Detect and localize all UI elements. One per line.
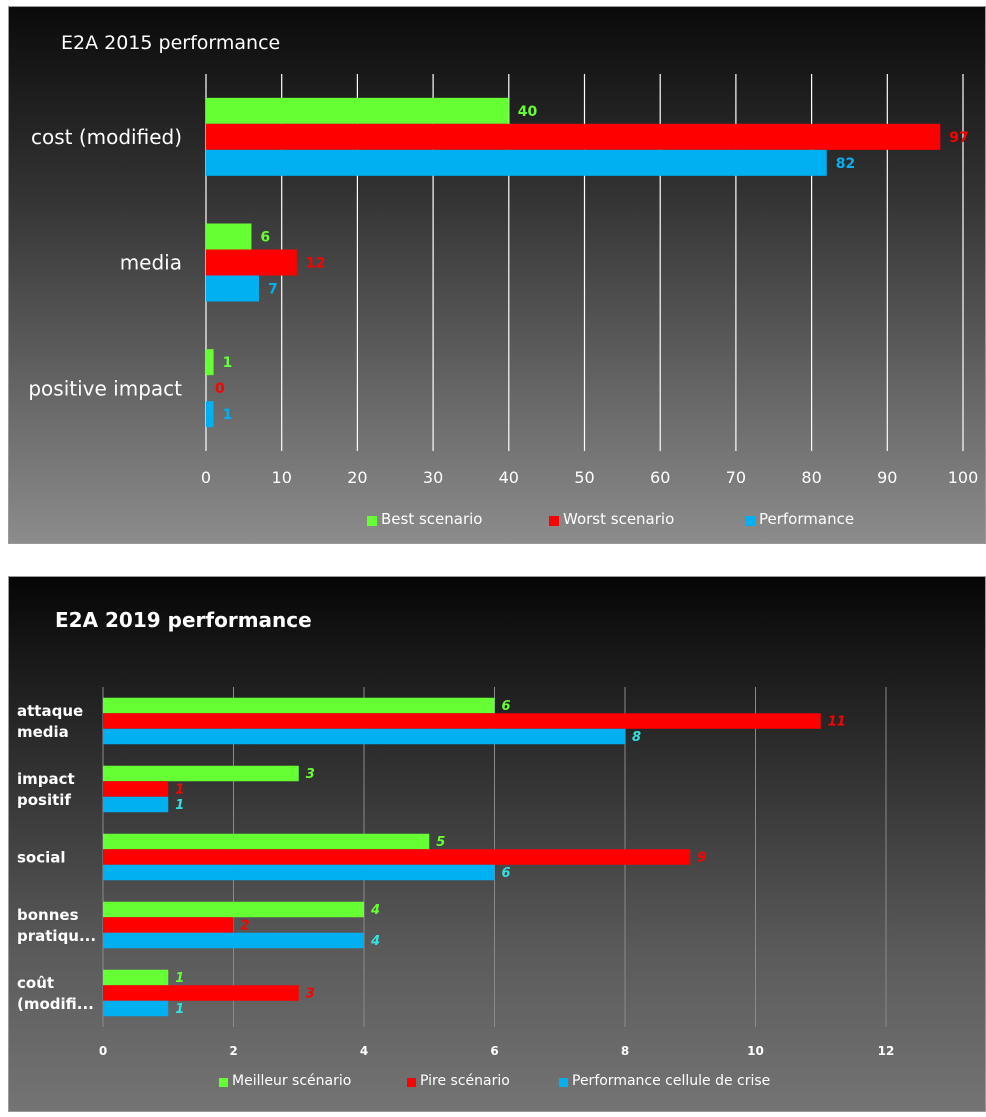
category-label: social xyxy=(17,848,66,866)
bar xyxy=(206,401,214,428)
data-label: 4 xyxy=(370,903,380,918)
category-label: pratiqu... xyxy=(17,927,96,945)
data-label: 2 xyxy=(241,919,250,934)
x-tick-label: 10 xyxy=(747,1044,764,1058)
data-label: 8 xyxy=(632,730,641,745)
bar xyxy=(103,728,625,745)
category-label: cost (modified) xyxy=(31,125,182,149)
data-label: 6 xyxy=(502,699,511,714)
data-label: 11 xyxy=(828,715,846,730)
x-tick-label: 0 xyxy=(201,468,211,487)
bar xyxy=(206,275,259,302)
data-label: 1 xyxy=(223,355,233,371)
category-label: media xyxy=(120,251,182,275)
data-label: 1 xyxy=(223,407,233,423)
category-label: positive impact xyxy=(28,376,182,400)
bar xyxy=(103,917,234,933)
bar xyxy=(103,969,169,986)
x-tick-label: 100 xyxy=(948,468,979,487)
data-label: 1 xyxy=(175,971,184,986)
legend-label: Meilleur scénario xyxy=(232,1073,351,1089)
bar xyxy=(103,781,169,797)
data-label: 6 xyxy=(260,230,270,246)
bar xyxy=(206,149,827,176)
legend-label: Performance xyxy=(759,510,854,528)
x-tick-label: 60 xyxy=(650,468,670,487)
x-tick-label: 80 xyxy=(801,468,821,487)
bar xyxy=(103,765,299,782)
data-label: 5 xyxy=(436,835,445,850)
bar xyxy=(103,796,169,813)
legend-swatch xyxy=(367,516,377,526)
bar xyxy=(206,349,214,376)
category-label: impact xyxy=(17,770,75,788)
chart-title: E2A 2015 performance xyxy=(61,32,280,54)
bar xyxy=(103,833,430,850)
category-label: (modifi... xyxy=(17,995,94,1013)
x-tick-label: 12 xyxy=(878,1044,895,1058)
x-tick-label: 8 xyxy=(621,1044,629,1058)
bar xyxy=(206,123,941,150)
bar xyxy=(103,864,495,881)
x-tick-label: 10 xyxy=(272,468,292,487)
data-label: 1 xyxy=(175,798,184,813)
category-label: coût xyxy=(17,974,54,992)
legend-swatch xyxy=(407,1078,416,1087)
bar xyxy=(103,901,364,918)
data-label: 6 xyxy=(502,866,511,881)
data-label: 12 xyxy=(306,256,325,272)
x-tick-label: 2 xyxy=(229,1044,237,1058)
chart-panel-2015: E2A 2015 performance 0 10 20 30 40 50 60 70 80 90 1… xyxy=(8,6,986,544)
data-label: 97 xyxy=(949,130,968,146)
bar xyxy=(103,697,495,714)
legend-label: Worst scenario xyxy=(563,510,674,528)
data-label: 1 xyxy=(175,1002,184,1017)
data-label: 4 xyxy=(370,934,380,949)
legend-swatch xyxy=(559,1078,568,1087)
x-tick-label: 20 xyxy=(347,468,367,487)
x-tick-label: 40 xyxy=(499,468,519,487)
bar xyxy=(103,849,691,865)
bar xyxy=(103,985,299,1001)
x-tick-label: 90 xyxy=(877,468,897,487)
category-label: attaque xyxy=(17,702,83,720)
data-label: 3 xyxy=(306,987,315,1002)
bar xyxy=(103,932,364,949)
legend-swatch xyxy=(549,516,559,526)
data-label: 82 xyxy=(836,156,855,172)
legend-label: Pire scénario xyxy=(420,1073,510,1089)
chart-title: E2A 2019 performance xyxy=(55,608,312,632)
data-label: 3 xyxy=(306,767,315,782)
bar xyxy=(206,249,297,276)
x-tick-label: 4 xyxy=(360,1044,368,1058)
data-label: 1 xyxy=(175,783,184,798)
x-tick-label: 30 xyxy=(423,468,443,487)
data-label: 9 xyxy=(697,851,706,866)
bar xyxy=(206,223,252,250)
data-label: 40 xyxy=(518,104,538,120)
data-label: 7 xyxy=(268,282,278,298)
bar xyxy=(206,97,509,124)
legend-label: Best scenario xyxy=(381,510,482,528)
bar xyxy=(103,713,821,729)
category-label: positif xyxy=(17,791,71,809)
legend-swatch xyxy=(219,1078,228,1087)
category-label: bonnes xyxy=(17,906,79,924)
legend-swatch xyxy=(745,516,755,526)
data-label: 0 xyxy=(215,381,225,397)
legend-label: Performance cellule de crise xyxy=(572,1073,770,1089)
bar xyxy=(103,1000,169,1017)
category-label: media xyxy=(17,723,69,741)
x-tick-label: 0 xyxy=(99,1044,107,1058)
chart-panel-2019: E2A 2019 performance 0 2 4 6 8 10 12 6 11 8 attaque… xyxy=(8,576,986,1112)
x-tick-label: 70 xyxy=(726,468,746,487)
x-tick-label: 6 xyxy=(490,1044,498,1058)
x-tick-label: 50 xyxy=(574,468,594,487)
